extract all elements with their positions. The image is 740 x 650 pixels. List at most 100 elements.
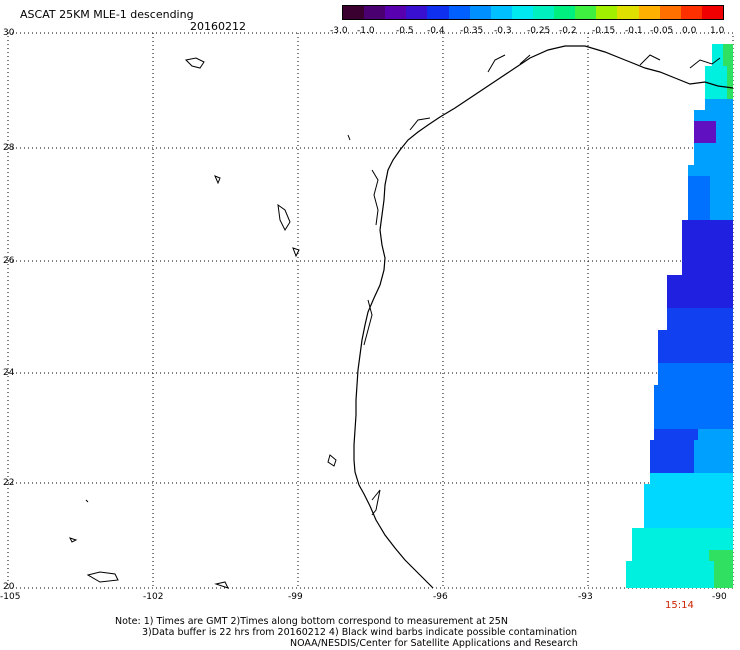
swath-cell	[665, 385, 676, 396]
swath-cell	[702, 352, 713, 363]
swath-cell	[680, 341, 691, 352]
swath-cell	[710, 187, 721, 198]
x-axis-label: -90	[712, 592, 727, 602]
swath-cell	[687, 539, 698, 550]
swath-cell	[721, 517, 732, 528]
swath-cell	[670, 561, 681, 572]
swath-cell	[727, 440, 733, 451]
colorbar-segment	[701, 6, 723, 19]
swath-cell	[681, 583, 692, 588]
swath-cell	[709, 528, 720, 539]
colorbar-segment	[659, 6, 681, 19]
swath-cell	[632, 528, 643, 539]
colorbar-label: -0.4	[427, 26, 445, 36]
swath-cell	[672, 462, 683, 473]
swath-cell	[626, 572, 637, 583]
swath-cell	[667, 286, 678, 297]
swath-cell	[626, 561, 637, 572]
swath-cell	[705, 143, 716, 154]
y-axis-label: 30	[3, 28, 15, 38]
swath-cell	[710, 198, 721, 209]
swath-cell	[705, 110, 716, 121]
swath-cell	[715, 242, 726, 253]
swath-cell	[716, 143, 727, 154]
swath-cell	[727, 66, 733, 77]
map-date: 20160212	[190, 20, 246, 33]
swath-cell	[732, 198, 733, 209]
y-axis-label: 26	[3, 256, 15, 266]
colorbar-segment	[385, 6, 407, 19]
swath-cell	[711, 319, 722, 330]
swath-cell	[692, 572, 703, 583]
swath-cell	[643, 539, 654, 550]
swath-cell	[726, 264, 733, 275]
swath-cell	[650, 462, 661, 473]
swath-cell	[643, 550, 654, 561]
swath-cell	[727, 473, 733, 484]
swath-cell	[727, 451, 733, 462]
swath-cell	[711, 275, 722, 286]
swath-cell	[710, 495, 721, 506]
swath-cell	[724, 330, 733, 341]
swath-cell	[694, 451, 705, 462]
swath-cell	[731, 528, 733, 539]
swath-cell	[698, 396, 709, 407]
swath-cell	[725, 583, 733, 588]
swath-cell	[693, 220, 704, 231]
swath-cell	[644, 495, 655, 506]
colorbar-label: -0.2	[559, 26, 577, 36]
swath-cell	[655, 506, 666, 517]
swath-cell	[704, 264, 715, 275]
swath-cell	[722, 275, 733, 286]
swath-cell	[698, 528, 709, 539]
swath-cell	[724, 374, 733, 385]
colorbar-label: -0.15	[592, 26, 616, 36]
swath-cell	[716, 473, 727, 484]
swath-cell	[637, 583, 648, 588]
colorbar-label: -0.25	[527, 26, 551, 36]
swath-cell	[661, 440, 672, 451]
swath-cell	[665, 550, 676, 561]
swath-cell	[713, 341, 724, 352]
swath-cell	[714, 572, 725, 583]
note-line-1: Note: 1) Times are GMT 2)Times along bot…	[115, 616, 508, 627]
swath-cell	[716, 462, 727, 473]
swath-cell	[667, 275, 678, 286]
swath-cell	[659, 572, 670, 583]
colorbar-label: 0.0	[682, 26, 697, 36]
colorbar-label: -0.5	[396, 26, 414, 36]
swath-cell	[677, 484, 688, 495]
colorbar-label: -1.0	[357, 26, 375, 36]
swath-cell	[720, 550, 731, 561]
map-title: ASCAT 25KM MLE-1 descending	[20, 8, 194, 21]
colorbar-segment	[617, 6, 639, 19]
swath-cell	[709, 429, 720, 440]
swath-cell	[698, 429, 709, 440]
swath-cell	[661, 462, 672, 473]
colorbar-segment	[406, 6, 428, 19]
swath-cell	[654, 429, 665, 440]
swath-cell	[666, 484, 677, 495]
swath-cell	[682, 253, 693, 264]
colorbar-label: 1.0	[710, 26, 725, 36]
swath-cell	[693, 231, 704, 242]
swath-cell	[705, 121, 716, 132]
swath-cell	[731, 407, 733, 418]
swath-cell	[655, 517, 666, 528]
swath-cell	[724, 352, 733, 363]
colorbar-segment	[532, 6, 555, 19]
y-axis-label: 24	[3, 368, 15, 378]
x-axis-label: -96	[433, 592, 448, 602]
swath-cell	[716, 110, 727, 121]
swath-cell	[683, 462, 694, 473]
swath-cell	[658, 330, 669, 341]
swath-cell	[721, 165, 732, 176]
swath-cell	[704, 242, 715, 253]
swath-cell	[727, 110, 733, 121]
colorbar-label: -3.0	[330, 26, 348, 36]
swath-cell	[648, 572, 659, 583]
swath-cell	[644, 506, 655, 517]
swath-cell	[665, 528, 676, 539]
swath-cell	[658, 341, 669, 352]
